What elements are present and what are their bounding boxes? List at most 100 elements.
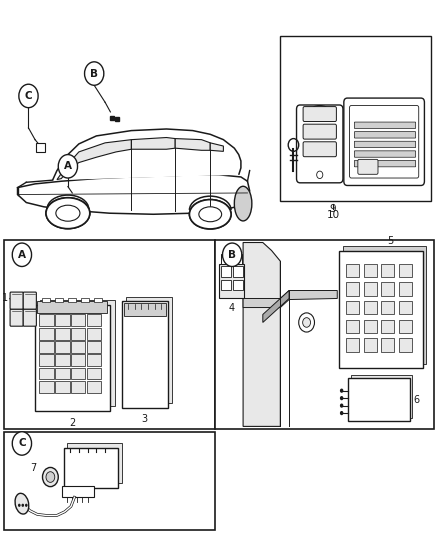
Circle shape (12, 432, 32, 455)
Text: 4: 4 (229, 303, 235, 313)
Bar (71, 368, 85, 379)
Bar (221, 280, 231, 290)
Bar (4, 240, 215, 429)
Bar (68, 298, 76, 302)
Bar (71, 354, 85, 366)
FancyBboxPatch shape (358, 159, 378, 174)
Bar (219, 264, 244, 298)
Bar (55, 328, 70, 340)
FancyBboxPatch shape (354, 132, 416, 138)
Circle shape (25, 504, 28, 507)
Ellipse shape (234, 187, 252, 221)
Polygon shape (131, 138, 175, 149)
Polygon shape (243, 290, 337, 308)
Bar (364, 301, 377, 314)
Bar (233, 280, 243, 290)
Bar (55, 354, 70, 366)
FancyBboxPatch shape (303, 124, 336, 139)
Ellipse shape (15, 494, 29, 514)
Text: 10: 10 (326, 210, 339, 220)
Bar (381, 282, 394, 296)
Bar (39, 354, 54, 366)
Circle shape (223, 243, 242, 266)
Text: 9: 9 (329, 204, 336, 214)
Bar (39, 341, 54, 353)
Bar (71, 341, 85, 353)
Text: 1: 1 (2, 294, 8, 303)
Circle shape (46, 472, 55, 482)
Bar (71, 314, 85, 326)
FancyBboxPatch shape (303, 107, 336, 122)
Bar (36, 143, 45, 152)
Bar (399, 264, 412, 277)
FancyBboxPatch shape (354, 160, 416, 167)
Circle shape (303, 318, 311, 327)
Text: 3: 3 (142, 414, 148, 424)
Bar (4, 432, 215, 530)
Bar (39, 381, 54, 393)
Bar (87, 354, 101, 366)
Bar (381, 320, 394, 333)
Bar (81, 298, 89, 302)
Bar (233, 266, 243, 277)
Bar (87, 341, 101, 353)
Bar (381, 264, 394, 277)
Text: 7: 7 (31, 463, 37, 473)
Circle shape (42, 467, 58, 487)
Ellipse shape (190, 199, 231, 229)
Circle shape (340, 396, 343, 400)
Bar (364, 338, 377, 352)
Bar (343, 246, 426, 364)
FancyBboxPatch shape (354, 141, 416, 148)
Text: 8: 8 (112, 478, 118, 487)
FancyBboxPatch shape (297, 105, 343, 183)
Circle shape (340, 403, 343, 408)
Ellipse shape (199, 207, 222, 222)
Bar (87, 368, 101, 379)
Ellipse shape (46, 198, 90, 229)
Circle shape (21, 504, 24, 507)
Circle shape (58, 155, 78, 178)
Bar (126, 297, 172, 403)
Bar (339, 251, 423, 368)
Ellipse shape (46, 198, 90, 229)
Bar (87, 381, 101, 393)
FancyBboxPatch shape (344, 98, 424, 185)
Circle shape (340, 389, 343, 393)
Text: 2: 2 (69, 418, 75, 428)
Bar (55, 314, 70, 326)
Bar (351, 375, 412, 418)
Bar (381, 301, 394, 314)
Polygon shape (210, 143, 223, 151)
Polygon shape (53, 129, 241, 180)
Bar (55, 368, 70, 379)
Text: 6: 6 (413, 395, 419, 405)
Bar (71, 381, 85, 393)
Bar (122, 301, 168, 408)
Text: C: C (25, 91, 32, 101)
Bar (39, 328, 54, 340)
Circle shape (340, 411, 343, 415)
Bar (364, 264, 377, 277)
Bar (364, 320, 377, 333)
Bar (64, 448, 118, 488)
Bar (87, 314, 101, 326)
Polygon shape (18, 175, 250, 214)
Bar (37, 301, 107, 313)
Polygon shape (175, 139, 210, 150)
Bar (399, 301, 412, 314)
Bar (346, 301, 359, 314)
FancyBboxPatch shape (354, 122, 416, 128)
Bar (346, 320, 359, 333)
Text: B: B (228, 250, 236, 260)
Bar (280, 36, 431, 201)
Bar (346, 282, 359, 296)
Ellipse shape (190, 199, 231, 229)
Bar (42, 298, 49, 302)
Bar (87, 328, 101, 340)
FancyBboxPatch shape (10, 309, 23, 326)
Polygon shape (243, 243, 280, 426)
FancyBboxPatch shape (23, 292, 36, 309)
Bar (348, 378, 410, 421)
Bar (55, 341, 70, 353)
